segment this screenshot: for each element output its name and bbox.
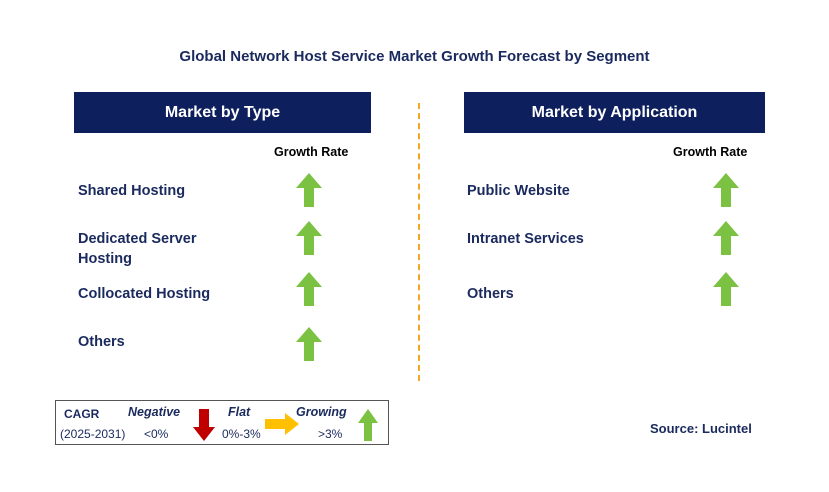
- legend-flat-label: Flat: [228, 405, 251, 419]
- application-item-others: Others: [467, 286, 514, 302]
- type-item-dedicated-server-hosting: Dedicated Server Hosting: [78, 231, 197, 267]
- growing-arrow-icon: [713, 272, 739, 306]
- growing-arrow-icon: [296, 272, 322, 306]
- left-growth-rate-label: Growth Rate: [274, 145, 349, 159]
- application-item-public-website: Public Website: [467, 183, 570, 199]
- growing-legend-arrow-icon: [358, 409, 378, 441]
- legend-growing-range: >3%: [318, 427, 343, 441]
- cagr-legend: CAGR (2025-2031) Negative <0% Flat 0%-3%…: [55, 400, 389, 445]
- legend-flat-range: 0%-3%: [222, 427, 261, 441]
- market-by-application-header: Market by Application: [464, 92, 765, 133]
- legend-negative-range: <0%: [144, 427, 169, 441]
- legend-growing-label: Growing: [296, 405, 347, 419]
- right-growth-rate-label: Growth Rate: [673, 145, 748, 159]
- source-label: Source: Lucintel: [650, 421, 752, 436]
- application-item-intranet-services: Intranet Services: [467, 231, 584, 247]
- growing-arrow-icon: [296, 173, 322, 207]
- negative-arrow-icon: [193, 409, 215, 441]
- chart-title: Global Network Host Service Market Growt…: [179, 48, 650, 65]
- legend-cagr-label: CAGR: [64, 407, 100, 421]
- legend-period: (2025-2031): [60, 427, 126, 441]
- market-by-type-header: Market by Type: [74, 92, 371, 133]
- type-item-others: Others: [78, 334, 125, 350]
- growing-arrow-icon: [296, 327, 322, 361]
- panel-divider: [418, 103, 420, 381]
- type-item-shared-hosting: Shared Hosting: [78, 183, 186, 199]
- growing-arrow-icon: [713, 221, 739, 255]
- legend-negative-label: Negative: [128, 405, 181, 419]
- growing-arrow-icon: [296, 221, 322, 255]
- growing-arrow-icon: [713, 173, 739, 207]
- flat-arrow-icon: [265, 413, 299, 435]
- type-item-collocated-hosting: Collocated Hosting: [78, 286, 211, 302]
